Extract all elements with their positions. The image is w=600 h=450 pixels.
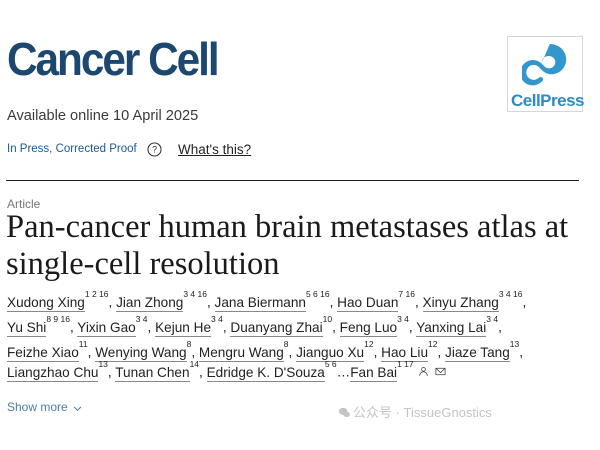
svg-text:?: ?	[152, 145, 157, 155]
